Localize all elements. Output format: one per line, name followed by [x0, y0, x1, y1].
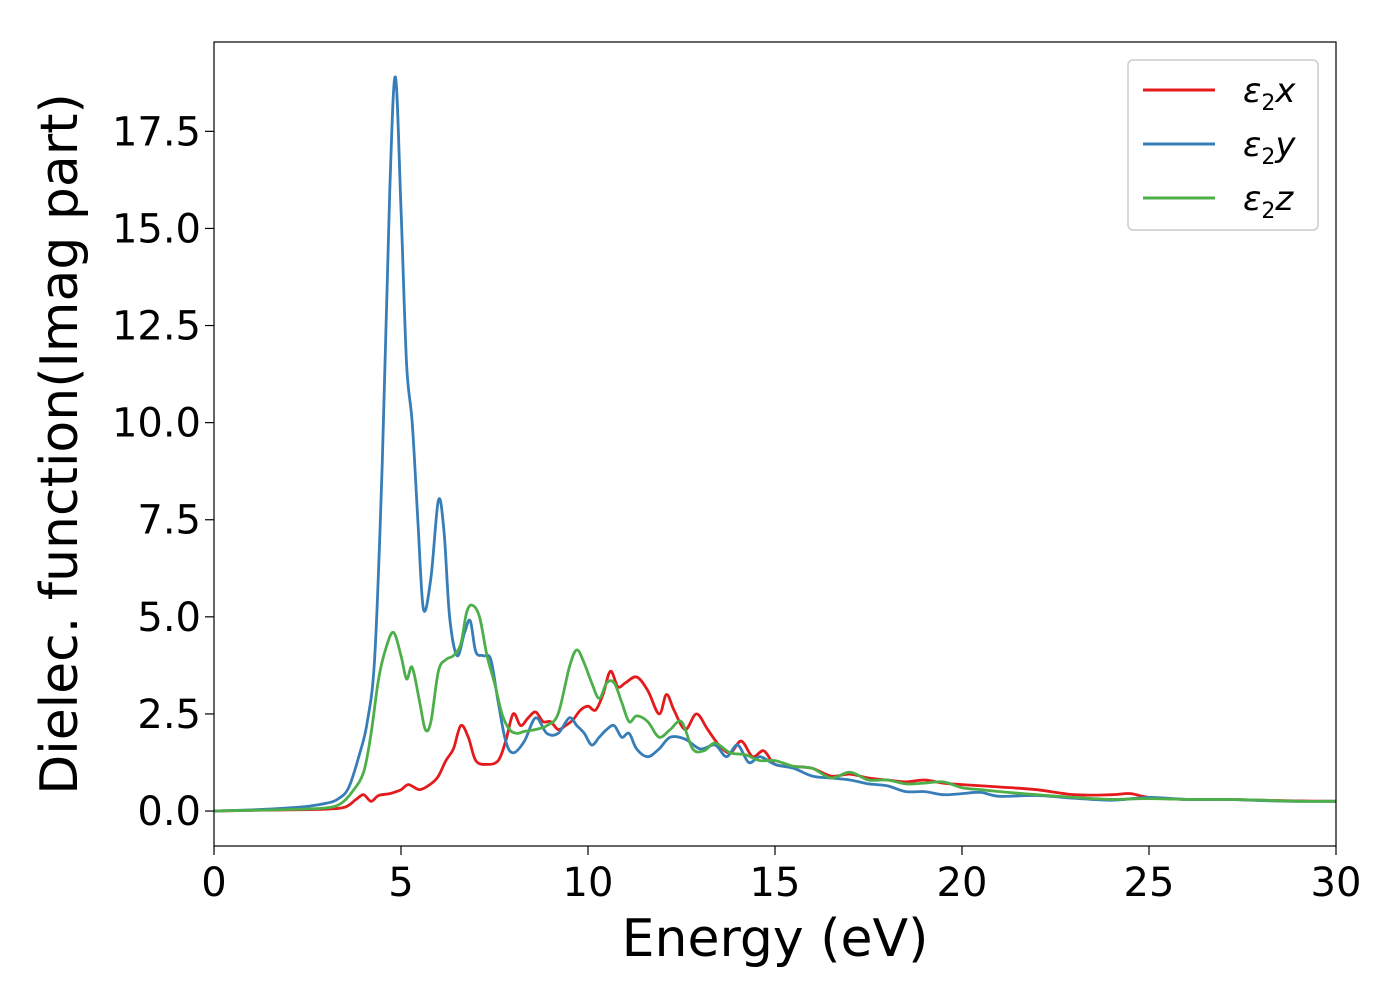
- legend: ε2x ε2y ε2z: [1127, 59, 1319, 231]
- y-tick-label: 7.5: [137, 498, 201, 544]
- x-tick-label: 30: [1311, 860, 1362, 906]
- series-layer: [214, 75, 1336, 813]
- y-tick-label: 5.0: [137, 595, 201, 641]
- x-tick-label: 15: [750, 860, 801, 906]
- y-tick-label: 10.0: [112, 401, 201, 447]
- y-tick-label: 12.5: [112, 304, 201, 350]
- series-line-y: [214, 75, 1336, 813]
- x-tick-label: 20: [937, 860, 988, 906]
- legend-label-y: ε2y: [1243, 125, 1296, 170]
- y-tick-label: 2.5: [137, 692, 201, 738]
- series-line-z: [214, 603, 1336, 813]
- y-tick-label: 17.5: [112, 109, 201, 155]
- x-tick-label: 10: [563, 860, 614, 906]
- y-tick-label: 15.0: [112, 206, 201, 252]
- y-tick-label: 0.0: [137, 789, 201, 835]
- legend-label-x: ε2x: [1243, 71, 1296, 116]
- legend-box: [1127, 59, 1319, 231]
- x-tick-label: 25: [1124, 860, 1175, 906]
- x-tick-label: 0: [201, 860, 226, 906]
- legend-label-z: ε2z: [1243, 179, 1294, 224]
- x-axis: 0 5 10 15 20 25 30: [201, 846, 1361, 906]
- y-axis-title: Dielec. function(Imag part): [30, 93, 90, 795]
- y-axis: 0.0 2.5 5.0 7.5 10.0 12.5 15.0 17.5: [112, 109, 214, 835]
- x-tick-label: 5: [388, 860, 413, 906]
- x-axis-title: Energy (eV): [622, 909, 929, 969]
